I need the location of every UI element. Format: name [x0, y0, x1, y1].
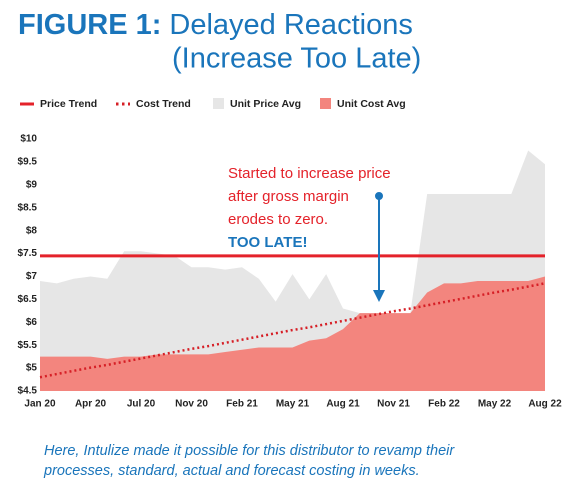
x-tick-label: May 21 — [276, 399, 310, 410]
legend-label: Cost Trend — [136, 98, 191, 110]
chart-title: FIGURE 1: Delayed Reactions — [18, 9, 413, 41]
x-tick-label: Feb 22 — [428, 399, 460, 410]
y-tick-label: $8 — [26, 225, 38, 236]
x-tick-label: Apr 20 — [75, 399, 107, 410]
title-line: (Increase Too Late) — [172, 43, 421, 75]
annotation-line: Started to increase price — [228, 165, 391, 182]
x-tick-label: Jul 20 — [127, 399, 156, 410]
dotted-line — [39, 282, 546, 379]
y-tick-label: $9 — [26, 179, 38, 190]
annotation-emphasis: TOO LATE! — [228, 234, 307, 251]
annotation-line: erodes to zero. — [228, 211, 328, 228]
caption-line: Here, Intulize made it possible for this… — [44, 443, 455, 459]
y-tick-label: $9.5 — [18, 157, 38, 168]
legend-swatch — [213, 98, 224, 109]
legend-label: Unit Cost Avg — [337, 98, 406, 110]
x-tick-label: Feb 21 — [226, 399, 258, 410]
y-tick-label: $7.5 — [18, 248, 38, 259]
y-tick-label: $7 — [26, 271, 38, 282]
caption-line: processes, standard, actual and forecast… — [43, 463, 420, 479]
y-tick-label: $8.5 — [18, 202, 38, 213]
title-line: Delayed Reactions — [169, 9, 412, 41]
y-tick-label: $5.5 — [18, 340, 38, 351]
y-tick-label: $6 — [26, 317, 38, 328]
x-tick-label: Nov 21 — [377, 399, 410, 410]
y-tick-label: $10 — [20, 134, 37, 145]
area — [40, 276, 545, 391]
annotation-line: after gross margin — [228, 188, 349, 205]
y-tick-label: $4.5 — [18, 386, 38, 397]
figure-label: FIGURE 1: — [18, 9, 161, 41]
legend-swatch — [320, 98, 331, 109]
legend-label: Price Trend — [40, 98, 97, 110]
legend-label: Unit Price Avg — [230, 98, 301, 110]
arrow-head — [373, 290, 385, 302]
y-tick-label: $6.5 — [18, 294, 38, 305]
x-tick-label: Jan 20 — [24, 399, 56, 410]
x-tick-label: Aug 22 — [528, 399, 562, 410]
x-tick-label: Nov 20 — [175, 399, 208, 410]
y-tick-label: $5 — [26, 363, 38, 374]
x-tick-label: May 22 — [478, 399, 512, 410]
x-tick-label: Aug 21 — [326, 399, 360, 410]
